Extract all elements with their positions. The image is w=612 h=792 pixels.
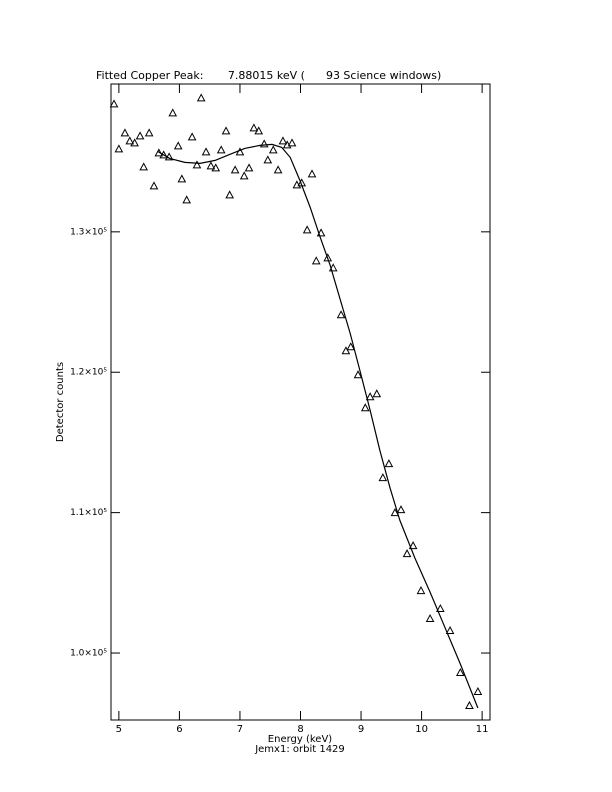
- data-point: [372, 389, 382, 398]
- data-point: [144, 128, 154, 137]
- data-point: [244, 163, 254, 172]
- data-point: [273, 165, 283, 174]
- x-tick-label: 10: [415, 724, 428, 735]
- data-point: [173, 141, 183, 150]
- x-tick-label: 7: [237, 724, 243, 735]
- subtitle: Jemx1: orbit 1429: [254, 744, 345, 755]
- data-point: [336, 310, 346, 319]
- data-point: [159, 150, 169, 159]
- data-point: [353, 370, 363, 379]
- data-point: [268, 145, 278, 154]
- data-point: [249, 123, 259, 132]
- data-point: [465, 700, 474, 709]
- data-point: [378, 473, 388, 482]
- chart-title: Fitted Copper Peak: 7.88015 keV ( 93 Sci…: [96, 69, 441, 82]
- y-tick-label: 1.2×10⁵: [70, 368, 107, 378]
- x-tick-label: 8: [297, 724, 303, 735]
- data-point: [346, 342, 356, 351]
- data-point: [201, 147, 211, 156]
- data-point: [408, 541, 418, 550]
- data-point: [125, 136, 135, 145]
- data-point: [390, 508, 400, 517]
- data-point: [416, 586, 426, 595]
- data-point: [425, 613, 435, 623]
- data-point: [187, 132, 197, 141]
- data-point: [445, 625, 455, 635]
- data-point: [302, 225, 312, 234]
- x-tick-label: 9: [358, 724, 364, 735]
- data-point: [177, 174, 187, 183]
- data-point: [473, 686, 483, 696]
- data-point: [192, 160, 202, 169]
- data-point: [149, 181, 159, 190]
- data-point: [278, 136, 288, 145]
- data-point: [130, 138, 139, 147]
- data-point: [287, 138, 297, 147]
- data-point: [436, 604, 445, 613]
- x-tick-label: 6: [176, 724, 182, 735]
- data-point: [263, 155, 273, 164]
- data-point: [135, 131, 145, 140]
- data-point: [360, 403, 370, 412]
- data-point: [365, 392, 375, 401]
- y-tick-label: 1.0×10⁵: [70, 649, 107, 659]
- data-point: [239, 171, 249, 180]
- data-point: [402, 549, 412, 558]
- data-point: [221, 126, 231, 135]
- data-point: [323, 253, 333, 262]
- data-point: [182, 195, 192, 204]
- data-point: [254, 126, 264, 135]
- data-point: [120, 128, 130, 137]
- data-point: [168, 108, 178, 117]
- data-point: [114, 144, 124, 153]
- data-point: [211, 163, 221, 172]
- fit-curve: [157, 143, 479, 709]
- y-tick-label: 1.1×10⁵: [70, 508, 107, 518]
- data-point: [109, 99, 119, 108]
- data-point: [230, 165, 240, 174]
- data-point: [341, 346, 351, 355]
- y-tick-label: 1.3×10⁵: [70, 227, 107, 237]
- data-point: [225, 190, 235, 199]
- data-point: [139, 162, 149, 171]
- data-point: [216, 145, 226, 154]
- data-point: [311, 256, 321, 265]
- data-point: [396, 505, 406, 514]
- data-point: [259, 139, 269, 148]
- x-tick-label: 11: [476, 724, 489, 735]
- x-tick-label: 5: [116, 724, 122, 735]
- data-point: [384, 459, 394, 468]
- data-point: [316, 228, 326, 237]
- y-axis-label: Detector counts: [55, 362, 66, 442]
- data-point: [206, 161, 216, 170]
- data-point: [196, 93, 206, 102]
- data-point: [455, 667, 465, 677]
- x-axis-label: Energy (keV): [268, 734, 333, 745]
- data-point: [307, 169, 317, 178]
